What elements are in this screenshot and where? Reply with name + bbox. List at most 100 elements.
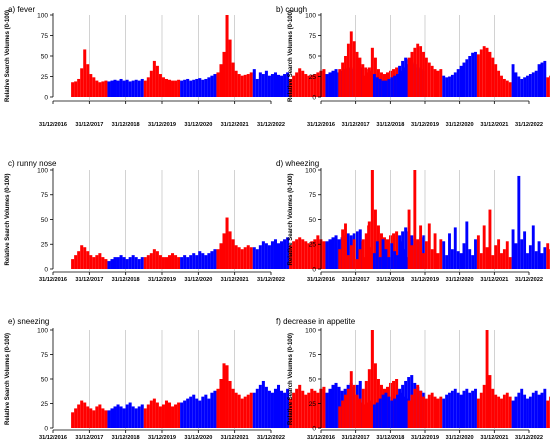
bar	[364, 67, 368, 97]
bar	[500, 75, 503, 97]
bar	[338, 69, 342, 97]
x-tick-label: 31/12/2016	[307, 277, 335, 283]
bar	[370, 170, 374, 269]
bar	[468, 392, 472, 428]
bar	[183, 255, 187, 269]
y-tick-label: 50	[309, 217, 317, 224]
bar	[86, 406, 90, 428]
bar	[341, 62, 345, 97]
series-6	[252, 237, 290, 269]
x-tick-label: 31/12/2017	[342, 277, 370, 283]
bar	[494, 64, 498, 97]
y-tick-label: 50	[41, 376, 49, 383]
bar	[258, 245, 262, 269]
bar	[416, 239, 420, 269]
y-axis-label: Relative Search Volumes (0-100)	[288, 333, 294, 425]
bar	[80, 68, 84, 97]
bar	[511, 229, 515, 269]
bar	[500, 253, 503, 269]
bar	[204, 255, 208, 269]
bar	[370, 400, 373, 428]
bar	[131, 255, 135, 269]
bar	[207, 77, 211, 97]
bar	[171, 80, 175, 97]
bar	[436, 253, 440, 269]
bar	[427, 223, 431, 269]
bar	[349, 371, 353, 428]
bar	[128, 402, 132, 428]
bar	[375, 77, 379, 97]
bar	[453, 227, 457, 269]
bar	[292, 241, 296, 269]
bar	[393, 75, 397, 97]
bar	[134, 79, 138, 97]
y-tick-label: 75	[309, 33, 317, 40]
bar	[243, 247, 247, 269]
bar	[433, 396, 437, 428]
bar	[387, 396, 391, 428]
bar	[231, 62, 235, 97]
series-4	[442, 221, 477, 269]
bar	[228, 380, 232, 428]
bar	[346, 388, 350, 428]
bar	[273, 72, 277, 97]
bar	[155, 251, 159, 269]
bar	[261, 241, 265, 269]
bar	[198, 78, 202, 97]
bar	[523, 394, 527, 428]
bar	[240, 249, 244, 269]
bar	[222, 233, 226, 269]
bar	[77, 404, 81, 428]
bar	[528, 74, 532, 97]
bar	[442, 398, 446, 428]
bar	[189, 396, 193, 428]
y-tick-label: 0	[312, 266, 316, 273]
bar	[261, 380, 265, 428]
series-6	[511, 60, 547, 97]
y-tick-label: 50	[309, 53, 317, 60]
y-tick-label: 50	[41, 217, 49, 224]
series-3	[143, 249, 181, 269]
bar	[334, 235, 338, 269]
bar	[104, 259, 108, 269]
bar	[439, 396, 443, 428]
bar	[143, 408, 147, 428]
bar	[494, 394, 498, 428]
y-tick-label: 0	[44, 266, 48, 273]
bar	[413, 388, 417, 428]
bar	[186, 257, 190, 269]
bar	[161, 404, 165, 428]
bar	[471, 390, 475, 428]
y-tick-label: 100	[305, 167, 316, 174]
bar	[237, 394, 241, 428]
bar	[313, 390, 317, 428]
series-7	[289, 235, 326, 269]
bar	[122, 408, 126, 428]
bar	[491, 388, 495, 428]
bar	[404, 257, 408, 269]
bar	[237, 247, 241, 269]
bar	[410, 394, 414, 428]
bar	[119, 406, 123, 428]
bar	[505, 392, 509, 428]
series-2	[372, 392, 408, 428]
bar	[422, 235, 426, 269]
bar	[459, 65, 463, 97]
bar	[137, 259, 141, 269]
x-tick-label: 31/12/2018	[376, 277, 404, 283]
bar	[543, 388, 547, 428]
x-tick-label: 31/12/2016	[307, 435, 335, 441]
bar	[419, 46, 423, 97]
bar	[505, 80, 509, 97]
y-axis-label: Relative Search Volumes (0-100)	[288, 10, 294, 102]
bar	[381, 394, 385, 428]
bar	[474, 239, 477, 269]
bar	[390, 77, 394, 97]
x-tick-label: 31/12/2022	[515, 277, 543, 283]
bar	[258, 72, 262, 97]
bar	[92, 257, 96, 269]
bar	[367, 402, 371, 428]
series-2	[372, 239, 408, 269]
